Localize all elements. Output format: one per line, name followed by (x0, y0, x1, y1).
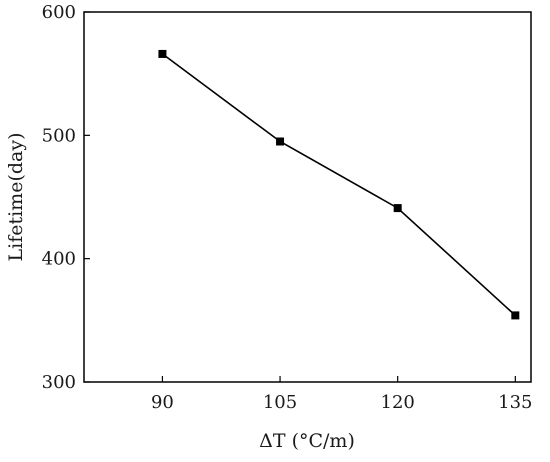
data-point-marker (511, 311, 520, 320)
data-point-marker (393, 204, 402, 213)
x-tick-label: 135 (498, 392, 532, 413)
x-tick-label: 105 (263, 392, 297, 413)
x-axis: 90 105 120 135 (151, 376, 532, 413)
y-tick-label: 400 (42, 249, 76, 270)
x-axis-title: ΔT (°C/m) (259, 430, 355, 452)
data-point-marker (158, 49, 167, 58)
plot-frame (83, 11, 532, 383)
x-tick-label: 120 (381, 392, 415, 413)
y-tick-label: 300 (42, 372, 76, 393)
series-layer (158, 49, 520, 320)
y-axis: 300 400 500 600 (42, 2, 90, 393)
y-tick-label: 600 (42, 2, 76, 23)
data-point-marker (276, 137, 285, 146)
y-axis-title: Lifetime(day) (5, 133, 27, 262)
y-tick-label: 500 (42, 125, 76, 146)
series-line (161, 53, 516, 316)
x-tick-label: 90 (151, 392, 174, 413)
